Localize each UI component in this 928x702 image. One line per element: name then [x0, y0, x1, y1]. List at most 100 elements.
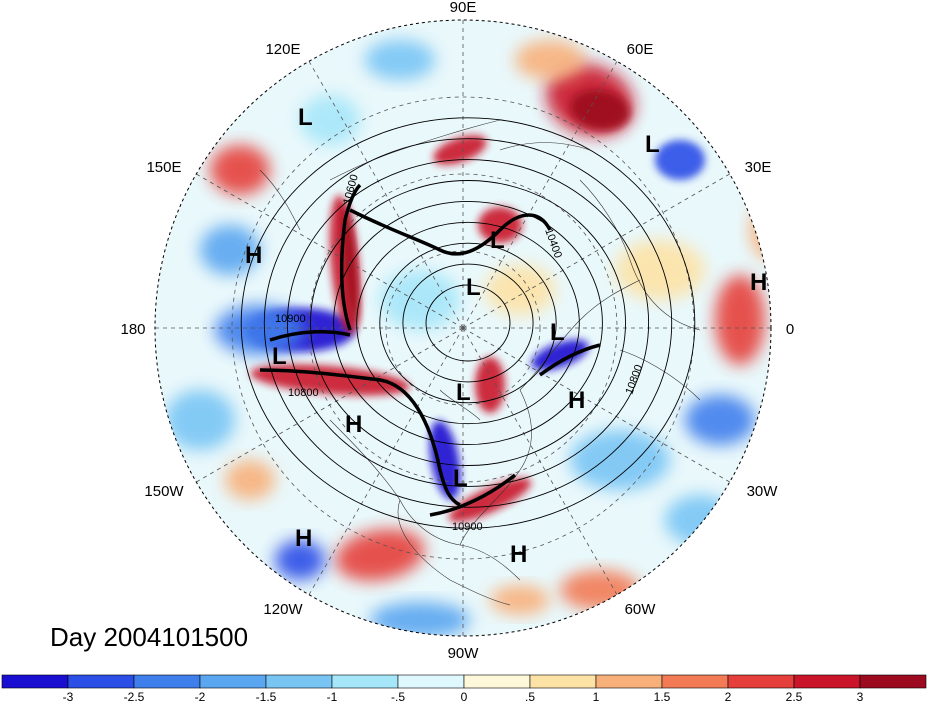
contour-label: 10900: [452, 521, 483, 533]
coastline: [499, 142, 591, 151]
anomaly-blob: [448, 478, 532, 522]
longitude-label: 150E: [146, 159, 181, 176]
meridian-line: [462, 61, 618, 329]
anomaly-blob: [365, 40, 435, 80]
longitude-label: 30E: [745, 159, 772, 176]
colorbar-tick-label: -1.5: [256, 690, 277, 702]
high-pressure-label: H: [345, 411, 362, 438]
jet-contour: [269, 329, 351, 342]
height-contour: [286, 159, 650, 487]
anomaly-blob: [490, 585, 550, 615]
colorbar-segment: [727, 674, 795, 689]
high-pressure-label: H: [245, 242, 262, 269]
meridian-line: [462, 173, 730, 329]
coastline: [619, 349, 701, 401]
colorbar-tick-label: 2: [725, 690, 732, 702]
anomaly-blob: [380, 270, 460, 330]
colorbar: -3 -2.5 -2 -1.5 -1 -.5 0 .5 1 1.5 2 2.5 3: [1, 674, 927, 702]
longitude-label: 60W: [625, 601, 657, 618]
anomaly-blob: [570, 430, 670, 490]
contour-label: 10900: [275, 313, 306, 325]
anomaly-blob: [433, 135, 487, 165]
anomaly-blob: [210, 145, 270, 195]
anomaly-blob: [215, 305, 305, 355]
coastline: [579, 179, 701, 331]
longitude-label: 0: [786, 321, 794, 338]
colorbar-tick-label: 1: [593, 690, 600, 702]
height-contour: [402, 263, 534, 383]
colorbar-tick-label: 2.5: [786, 690, 803, 702]
anomaly-blob: [570, 89, 630, 131]
anomaly-blob: [750, 200, 771, 260]
colorbar-segment: [463, 674, 531, 689]
anomaly-blob: [335, 529, 425, 581]
coastline: [397, 499, 511, 606]
anomaly-blob: [665, 495, 735, 545]
map-title: Day 2004101500: [50, 622, 248, 652]
anomaly-blob: [475, 357, 505, 413]
colorbar-tick-label: 3: [857, 690, 864, 702]
high-pressure-label: H: [295, 525, 312, 552]
meridian-line: [308, 61, 464, 329]
colorbar-segment: [595, 674, 663, 689]
high-pressure-label: H: [568, 387, 585, 414]
colorbar-tick-label: -2: [195, 690, 206, 702]
colorbar-segment: [1, 674, 69, 689]
colorbar-segment: [529, 674, 597, 689]
anomaly-blob: [478, 207, 522, 243]
colorbar-segment: [265, 674, 333, 689]
height-contour: [240, 117, 696, 529]
longitude-labels: 90E 60E 30E 0 30W 60W 90W 120W 150W 180 150E 120E: [120, 0, 794, 662]
anomaly-blob: [225, 460, 275, 500]
anomaly-blob: [685, 395, 755, 445]
colorbar-tick-label: 0: [461, 690, 468, 702]
anomaly-blob: [515, 40, 585, 80]
gridlines: [155, 20, 771, 636]
low-pressure-label: L: [298, 104, 313, 131]
jet-contour: [259, 368, 461, 507]
contour-label: 10800: [288, 387, 319, 399]
low-pressure-label: L: [645, 131, 660, 158]
longitude-label: 150W: [144, 483, 184, 500]
map-border: [154, 19, 772, 637]
anomaly-blob: [165, 390, 235, 450]
colorbar-tick-label: -1: [327, 690, 338, 702]
height-contours: [240, 117, 696, 529]
colorbar-tick-label: .5: [525, 690, 535, 702]
colorbar-tick-label: -3: [63, 690, 74, 702]
anomaly-blob: [715, 275, 765, 365]
low-pressure-label: L: [453, 465, 468, 492]
colorbar-tick-label: -.5: [391, 690, 405, 702]
jet-contour: [340, 183, 362, 331]
colorbar-segment: [331, 674, 399, 689]
jet-contour: [429, 473, 517, 517]
longitude-label: 90W: [448, 645, 480, 662]
anomaly-blob: [275, 540, 325, 580]
map-disc: [155, 20, 771, 636]
height-contour: [356, 221, 580, 425]
coastline: [259, 169, 301, 231]
low-pressure-label: L: [456, 379, 471, 406]
height-contour: [310, 180, 626, 466]
longitude-label: 120E: [265, 41, 300, 58]
latitude-circle: [308, 173, 618, 483]
longitude-label: 120W: [263, 601, 303, 618]
colorbar-segment: [397, 674, 465, 689]
low-pressure-label: L: [466, 274, 481, 301]
low-pressure-label: L: [550, 319, 565, 346]
anomaly-blob: [485, 265, 555, 315]
height-contour: [263, 138, 673, 508]
anomaly-blob: [531, 339, 589, 371]
longitude-label: 60E: [627, 41, 654, 58]
colorbar-segment: [133, 674, 201, 689]
longitude-label: 90E: [450, 0, 477, 16]
anomaly-blob: [615, 240, 705, 300]
colorbar-segment: [67, 674, 135, 689]
low-pressure-label: L: [490, 227, 505, 254]
height-contour: [333, 200, 603, 446]
colorbar-segment: [199, 674, 267, 689]
coastline: [329, 119, 501, 181]
colorbar-segment: [793, 674, 861, 689]
